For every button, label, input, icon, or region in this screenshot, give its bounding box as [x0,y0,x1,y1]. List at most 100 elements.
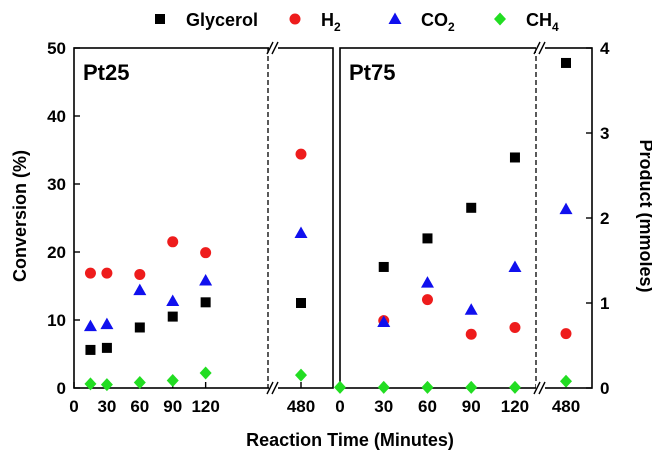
x-tick-label: 120 [501,397,529,416]
panel-frame [73,47,334,389]
data-point-co2 [100,317,114,330]
y-left-tick-label: 30 [47,175,66,194]
axis-break-slash [271,41,279,55]
data-point-ch4 [199,366,212,380]
panel-frame [339,47,593,389]
data-point-ch4 [166,374,179,388]
y-left-tick-label: 10 [47,311,66,330]
x-tick-label: 480 [552,397,580,416]
legend-label-h2: H2 [321,10,341,34]
data-point-ch4 [508,380,521,394]
data-point-ch4 [334,380,346,394]
axis-break-gap [536,41,545,55]
x-tick-label: 0 [335,397,344,416]
x-tick-label: 60 [130,397,149,416]
axis-break-gap [536,381,545,395]
data-point-glycerol [561,57,571,68]
x-tick-label: 90 [462,397,481,416]
data-point-co2 [294,226,308,238]
legend-label-ch4: CH4 [526,10,559,34]
x-tick-label: 60 [418,397,437,416]
series-h2 [84,148,307,280]
legend-label-co2: CO2 [421,10,455,34]
data-point-h2 [134,268,146,280]
legend-item-ch4: CH4 [494,10,559,34]
panel-label: Pt25 [83,60,129,85]
data-point-glycerol [101,342,112,353]
series-co2 [377,202,573,328]
series-h2 [378,294,572,340]
y-right-tick-label: 4 [600,39,610,58]
series-ch4 [334,374,572,394]
data-point-co2 [133,283,147,296]
axis-break-mark [533,381,546,395]
data-point-ch4 [295,368,307,382]
data-point-glycerol [134,322,145,333]
panel-label: Pt75 [349,60,395,85]
data-point-ch4 [421,380,434,394]
data-point-h2 [465,328,477,340]
data-point-glycerol [466,202,477,213]
data-point-ch4 [133,376,146,390]
axis-break-slash [266,41,274,55]
series-ch4 [84,366,307,392]
data-point-glycerol [85,344,96,355]
data-point-glycerol [167,311,178,322]
legend-label-glycerol: Glycerol [186,10,258,30]
legend-item-h2: H2 [289,10,341,34]
data-point-h2 [200,247,212,259]
axis-break-slash [538,41,546,55]
axis-break-slash [533,381,541,395]
axis-break-gap [269,381,278,395]
y-right-tick-label: 2 [600,209,609,228]
data-point-h2 [101,267,113,279]
y-right-tick-label: 0 [600,379,609,398]
data-point-h2 [84,267,96,279]
legend-item-glycerol: Glycerol [155,10,258,30]
data-point-co2 [464,303,478,315]
axis-break-gap [269,41,278,55]
data-point-ch4 [100,378,113,392]
axis-break-mark [266,41,279,55]
legend-item-co2: CO2 [388,10,455,34]
y-axis-right-title: Product (mmoles) [636,139,652,292]
legend-marker-h2 [289,13,301,25]
legend-marker-ch4 [494,12,506,26]
series-glycerol [85,297,306,355]
data-point-h2 [560,328,572,340]
y-axis-left-title: Conversion (%) [10,150,30,282]
series-co2 [83,226,308,332]
data-point-co2 [508,260,522,272]
y-left-tick-label: 0 [57,379,66,398]
data-point-glycerol [296,298,306,308]
data-point-co2 [377,315,391,328]
data-point-h2 [167,236,179,248]
panels: Pt25 0 30 60 90 120 480 Pt75 0 30 60 90 120 480 [69,41,593,416]
x-tick-label: 0 [69,397,78,416]
data-point-co2 [559,202,573,215]
data-point-ch4 [84,377,97,391]
legend-marker-glycerol [155,14,165,24]
data-point-glycerol [509,152,520,163]
data-point-glycerol [422,233,433,244]
axis-break-slash [271,381,279,395]
panel-pt75: Pt75 0 30 60 90 120 480 [334,41,593,416]
y-right-tick-label: 1 [600,294,609,313]
axis-break-slash [266,381,274,395]
axes: 0 10 20 30 40 50 0 1 2 3 4 [47,39,610,398]
x-axis-title: Reaction Time (Minutes) [246,430,454,450]
axis-break-mark [266,381,279,395]
data-point-h2 [509,321,521,333]
legend: Glycerol H2 CO2 CH4 [155,10,559,34]
panel-pt25: Pt25 0 30 60 90 120 480 [69,41,334,416]
axis-break-slash [533,41,541,55]
data-point-ch4 [560,374,572,388]
series-glycerol [378,57,571,272]
y-left-tick-label: 40 [47,107,66,126]
x-tick-label: 90 [163,397,182,416]
y-left-tick-label: 20 [47,243,66,262]
data-point-glycerol [378,261,389,272]
x-tick-label: 480 [287,397,315,416]
y-left-tick-label: 50 [47,39,66,58]
